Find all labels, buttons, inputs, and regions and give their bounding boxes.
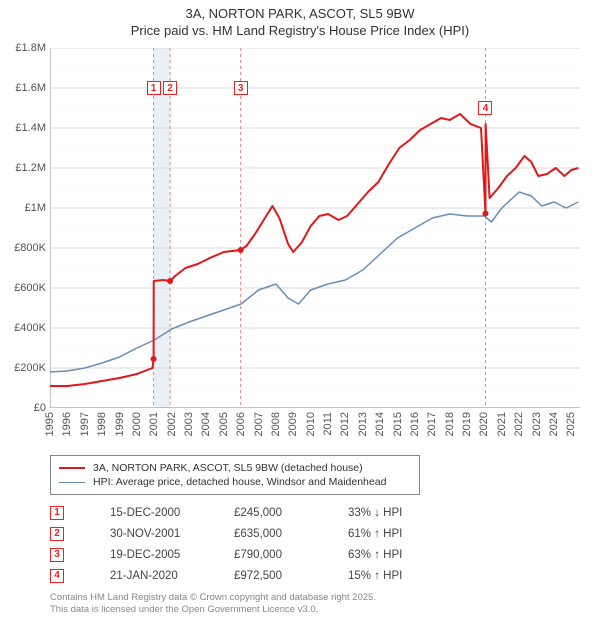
legend-row: HPI: Average price, detached house, Wind… bbox=[59, 476, 411, 488]
x-tick-label: 1995 bbox=[44, 412, 56, 436]
sale-marker: 4 bbox=[478, 101, 492, 115]
sale-price: £245,000 bbox=[234, 507, 334, 519]
x-tick-label: 2012 bbox=[339, 412, 351, 436]
y-tick-label: £800K bbox=[14, 242, 46, 254]
sale-price: £790,000 bbox=[234, 549, 334, 561]
x-tick-label: 2017 bbox=[426, 412, 438, 436]
attribution-line-1: Contains HM Land Registry data © Crown c… bbox=[50, 592, 376, 604]
legend-swatch bbox=[59, 482, 85, 483]
sale-date: 15-DEC-2000 bbox=[110, 507, 220, 519]
x-tick-label: 2023 bbox=[531, 412, 543, 436]
sale-marker: 2 bbox=[163, 81, 177, 95]
y-tick-label: £600K bbox=[14, 282, 46, 294]
legend-label: HPI: Average price, detached house, Wind… bbox=[93, 476, 386, 488]
attribution-line-2: This data is licensed under the Open Gov… bbox=[50, 604, 376, 616]
legend-swatch bbox=[59, 467, 85, 469]
y-tick-label: £400K bbox=[14, 322, 46, 334]
sale-diff: 61% ↑ HPI bbox=[348, 528, 468, 540]
title-line-2: Price paid vs. HM Land Registry's House … bbox=[0, 23, 600, 38]
x-tick-label: 2018 bbox=[444, 412, 456, 436]
x-tick-label: 1998 bbox=[96, 412, 108, 436]
x-tick-label: 2008 bbox=[270, 412, 282, 436]
sale-row: 4 21-JAN-2020 £972,500 15% ↑ HPI bbox=[50, 565, 550, 586]
x-tick-label: 2011 bbox=[322, 412, 334, 436]
x-tick-label: 2022 bbox=[513, 412, 525, 436]
legend-row: 3A, NORTON PARK, ASCOT, SL5 9BW (detache… bbox=[59, 462, 411, 474]
sale-index-box: 3 bbox=[50, 548, 64, 562]
sale-index-box: 1 bbox=[50, 506, 64, 520]
sale-row: 1 15-DEC-2000 £245,000 33% ↓ HPI bbox=[50, 502, 550, 523]
legend: 3A, NORTON PARK, ASCOT, SL5 9BW (detache… bbox=[50, 455, 420, 495]
sale-marker: 3 bbox=[234, 81, 248, 95]
sale-row: 2 30-NOV-2001 £635,000 61% ↑ HPI bbox=[50, 523, 550, 544]
x-tick-label: 2021 bbox=[496, 412, 508, 436]
x-tick-label: 2014 bbox=[374, 412, 386, 436]
sale-marker: 1 bbox=[147, 81, 161, 95]
x-tick-label: 2016 bbox=[409, 412, 421, 436]
x-tick-label: 1997 bbox=[79, 412, 91, 436]
x-tick-label: 2010 bbox=[305, 412, 317, 436]
x-tick-label: 2002 bbox=[166, 412, 178, 436]
x-tick-label: 2004 bbox=[200, 412, 212, 436]
root: 3A, NORTON PARK, ASCOT, SL5 9BW Price pa… bbox=[0, 0, 600, 620]
sale-price: £635,000 bbox=[234, 528, 334, 540]
sale-date: 19-DEC-2005 bbox=[110, 549, 220, 561]
x-tick-label: 2015 bbox=[392, 412, 404, 436]
x-tick-label: 1996 bbox=[61, 412, 73, 436]
sale-price: £972,500 bbox=[234, 570, 334, 582]
sale-date: 30-NOV-2001 bbox=[110, 528, 220, 540]
title-line-1: 3A, NORTON PARK, ASCOT, SL5 9BW bbox=[0, 6, 600, 21]
x-tick-label: 2013 bbox=[357, 412, 369, 436]
y-tick-label: £1.8M bbox=[15, 42, 46, 54]
x-tick-label: 2025 bbox=[565, 412, 577, 436]
sale-index-box: 4 bbox=[50, 569, 64, 583]
x-tick-label: 2001 bbox=[148, 412, 160, 436]
x-tick-label: 2006 bbox=[235, 412, 247, 436]
chart-area: £0£200K£400K£600K£800K£1M£1.2M£1.4M£1.6M… bbox=[50, 48, 580, 408]
sale-row: 3 19-DEC-2005 £790,000 63% ↑ HPI bbox=[50, 544, 550, 565]
sales-table: 1 15-DEC-2000 £245,000 33% ↓ HPI 2 30-NOV-200… bbox=[50, 502, 550, 586]
y-tick-label: £200K bbox=[14, 362, 46, 374]
y-tick-label: £1.4M bbox=[15, 122, 46, 134]
attribution: Contains HM Land Registry data © Crown c… bbox=[50, 592, 376, 616]
x-tick-label: 1999 bbox=[114, 412, 126, 436]
sale-date: 21-JAN-2020 bbox=[110, 570, 220, 582]
title-block: 3A, NORTON PARK, ASCOT, SL5 9BW Price pa… bbox=[0, 0, 600, 38]
sale-diff: 63% ↑ HPI bbox=[348, 549, 468, 561]
x-tick-label: 2019 bbox=[461, 412, 473, 436]
x-tick-label: 2003 bbox=[183, 412, 195, 436]
x-tick-label: 2000 bbox=[131, 412, 143, 436]
y-tick-label: £1.2M bbox=[15, 162, 46, 174]
x-tick-label: 2009 bbox=[287, 412, 299, 436]
y-tick-label: £1.6M bbox=[15, 82, 46, 94]
x-tick-label: 2007 bbox=[253, 412, 265, 436]
x-tick-label: 2020 bbox=[478, 412, 490, 436]
y-tick-label: £1M bbox=[25, 202, 46, 214]
sale-index-box: 2 bbox=[50, 527, 64, 541]
sale-diff: 15% ↑ HPI bbox=[348, 570, 468, 582]
legend-label: 3A, NORTON PARK, ASCOT, SL5 9BW (detache… bbox=[93, 462, 363, 474]
x-tick-label: 2005 bbox=[218, 412, 230, 436]
sale-diff: 33% ↓ HPI bbox=[348, 507, 468, 519]
x-tick-label: 2024 bbox=[548, 412, 560, 436]
